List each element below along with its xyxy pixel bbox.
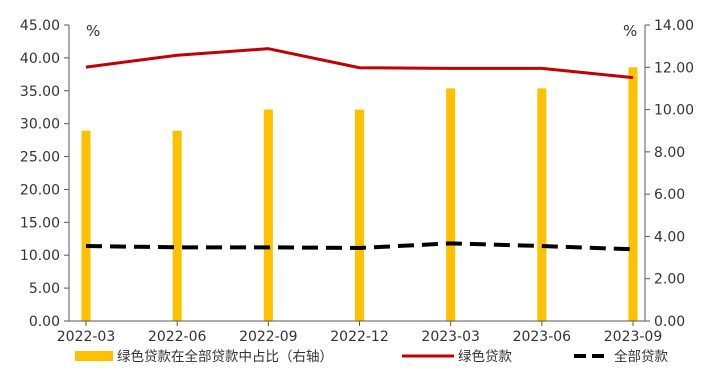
line-series — [85, 47, 634, 252]
bar — [81, 130, 91, 321]
left-tick-label: 20.00 — [20, 182, 60, 198]
bar — [172, 130, 182, 321]
right-tick-label: 0.00 — [654, 314, 685, 330]
left-tick-label: 45.00 — [20, 18, 60, 34]
legend-label: 绿色贷款 — [458, 348, 512, 365]
bar — [263, 109, 273, 321]
x-tick-label: 2022-12 — [330, 329, 389, 345]
legend-swatch-bar — [75, 351, 113, 361]
bar — [355, 109, 364, 321]
right-tick-label: 6.00 — [654, 187, 685, 203]
right-axis-unit: % — [623, 22, 637, 40]
total-loans-line — [85, 241, 634, 252]
x-tick-label: 2022-09 — [239, 329, 298, 345]
x-tick-label: 2022-06 — [148, 329, 207, 345]
legend-label: 全部贷款 — [614, 348, 668, 365]
left-tick-label: 35.00 — [20, 84, 60, 100]
green-loans-line — [85, 47, 634, 80]
right-tick-label: 4.00 — [654, 229, 685, 245]
axes: 0.00 5.00 10.00 15.00 20.00 25.00 30.00 35.00 40… — [20, 18, 694, 345]
x-tick-label: 2022-03 — [57, 329, 116, 345]
right-tick-label: 14.00 — [654, 18, 694, 34]
right-tick-label: 12.00 — [654, 60, 694, 76]
left-tick-label: 15.00 — [20, 215, 60, 231]
bar-series — [81, 67, 638, 322]
left-tick-label: 40.00 — [20, 51, 60, 67]
bar — [537, 88, 547, 321]
right-tick-label: 8.00 — [654, 145, 685, 161]
right-tick-label: 2.00 — [654, 272, 685, 288]
left-tick-label: 25.00 — [20, 150, 60, 166]
x-tick-label: 2023-06 — [513, 329, 572, 345]
bar — [446, 88, 456, 321]
bar — [628, 67, 638, 322]
legend-label: 绿色贷款在全部贷款中占比（右轴） — [117, 348, 333, 365]
legend: 绿色贷款在全部贷款中占比（右轴） 绿色贷款 全部贷款 — [75, 348, 668, 365]
x-tick-label: 2023-03 — [421, 329, 480, 345]
left-axis-unit: % — [86, 22, 100, 40]
left-tick-label: 10.00 — [20, 248, 60, 264]
left-tick-label: 30.00 — [20, 117, 60, 133]
right-tick-label: 10.00 — [654, 103, 694, 119]
left-tick-label: 5.00 — [29, 281, 60, 297]
left-tick-label: 0.00 — [29, 314, 60, 330]
x-tick-label: 2023-09 — [604, 329, 663, 345]
